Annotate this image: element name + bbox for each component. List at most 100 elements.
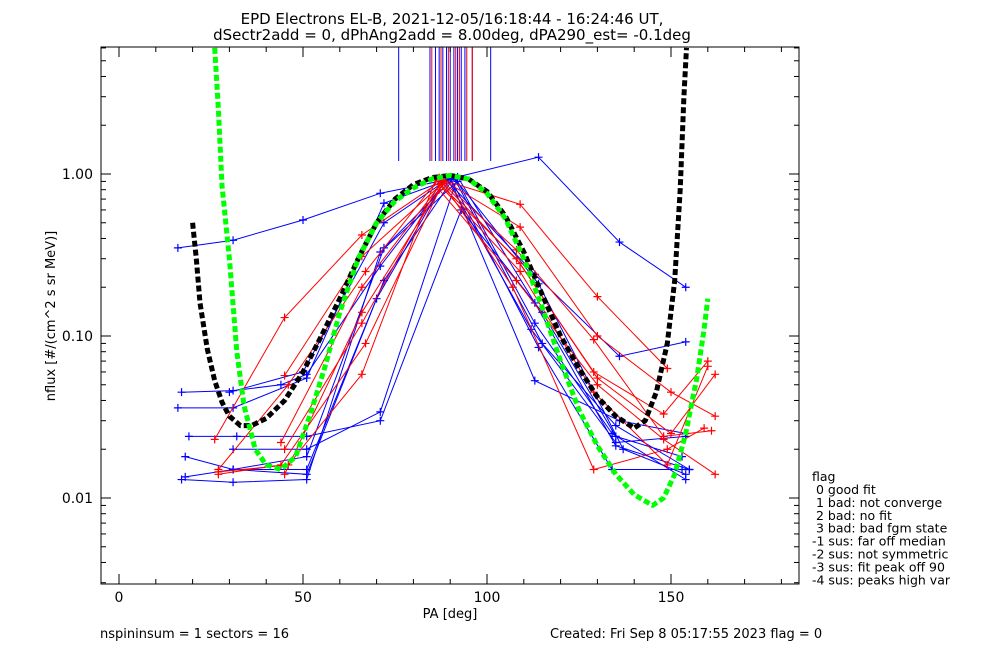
data-point	[512, 276, 521, 285]
footer-right: Created: Fri Sep 8 05:17:55 2023 flag = …	[550, 627, 822, 642]
data-point	[276, 380, 285, 389]
data-point	[611, 438, 620, 447]
data-point	[593, 292, 602, 301]
data-point	[593, 374, 602, 383]
data-point	[376, 407, 385, 416]
chart-subtitle: dSectr2add = 0, dPhAng2add = 8.00deg, dP…	[213, 26, 691, 45]
data-point	[711, 370, 720, 379]
data-point	[681, 283, 690, 292]
x-axis-label: PA [deg]	[423, 607, 478, 622]
series-line	[188, 208, 683, 458]
data-point	[678, 465, 687, 474]
data-point	[508, 283, 517, 292]
data-point	[173, 403, 182, 412]
data-point	[530, 376, 539, 385]
data-point	[663, 364, 672, 373]
data-point	[615, 352, 624, 361]
y-tick-label: 1.00	[62, 167, 93, 183]
data-point	[593, 332, 602, 340]
data-point	[229, 478, 238, 487]
pa-markers	[398, 47, 492, 161]
data-point	[280, 313, 289, 322]
data-point	[516, 200, 525, 209]
chart-title: EPD Electrons EL-B, 2021-12-05/16:18:44 …	[241, 10, 664, 28]
data-point	[589, 335, 598, 344]
legend-entry: 0 good fit	[812, 482, 876, 497]
y-tick-label: 0.10	[62, 329, 93, 345]
data-point	[357, 370, 366, 379]
fit-curve	[212, 47, 711, 508]
footer-left: nspininsum = 1 sectors = 16	[100, 627, 289, 642]
x-axis: 0 50 100 150	[115, 47, 782, 606]
legend-entry: -2 sus: not symmetric	[812, 547, 948, 562]
data-point	[512, 254, 521, 263]
data-point	[361, 339, 370, 348]
data-point	[534, 153, 543, 162]
data-point	[280, 470, 289, 479]
y-axis-label: nflux [#/(cm^2 s sr MeV)]	[44, 231, 59, 401]
data-point	[530, 319, 539, 328]
data-point	[232, 432, 241, 441]
data-point	[280, 371, 289, 380]
data-point	[703, 362, 712, 371]
data-point	[659, 410, 668, 419]
legend-entry: -3 sus: fit peak off 90	[812, 559, 945, 574]
data-point	[357, 283, 366, 292]
legend-entry: -4 sus: peaks high var	[812, 572, 951, 587]
data-point	[302, 374, 311, 383]
data-point	[357, 231, 366, 240]
data-point	[177, 388, 186, 397]
legend: 0 good fit 1 bad: not converge 2 bad: no…	[812, 482, 951, 587]
legend-entry: 2 bad: no fit	[812, 508, 892, 523]
data-point	[711, 412, 720, 421]
data-point	[707, 426, 716, 435]
data-point	[663, 460, 672, 469]
data-point	[379, 199, 388, 208]
data-point	[173, 243, 182, 252]
fit-curves	[190, 47, 711, 508]
data-point	[667, 429, 675, 438]
data-point	[663, 445, 672, 454]
data-point	[361, 267, 370, 276]
data-point	[299, 216, 307, 225]
data-point	[184, 432, 193, 441]
data-point	[302, 452, 311, 461]
data-series	[173, 153, 720, 487]
data-point	[225, 388, 234, 397]
x-tick-label: 50	[294, 590, 312, 606]
data-point	[700, 424, 709, 433]
legend-entry: -1 sus: far off median	[812, 534, 946, 549]
data-point	[593, 380, 602, 389]
data-point	[681, 337, 690, 346]
data-point	[589, 465, 598, 474]
data-point	[516, 223, 525, 232]
data-point	[376, 189, 385, 198]
data-point	[659, 432, 668, 441]
data-point	[284, 380, 293, 389]
data-point	[229, 236, 238, 245]
data-point	[181, 452, 190, 461]
data-point	[516, 267, 525, 276]
x-tick-label: 150	[658, 590, 685, 606]
data-point	[280, 445, 289, 454]
y-tick-label: 0.01	[62, 491, 93, 507]
data-point	[667, 388, 675, 397]
legend-title: flag	[812, 469, 835, 484]
fit-curve	[190, 47, 689, 431]
legend-entry: 1 bad: not converge	[812, 495, 942, 510]
data-point	[357, 319, 366, 328]
data-point	[435, 180, 444, 189]
data-point	[376, 416, 385, 425]
x-tick-label: 0	[115, 590, 124, 606]
data-point	[711, 470, 720, 479]
data-point	[615, 238, 624, 247]
data-point	[181, 472, 190, 481]
data-point	[276, 438, 285, 447]
data-point	[214, 470, 223, 479]
legend-entry: 3 bad: bad fgm state	[812, 521, 948, 536]
data-point	[357, 308, 366, 317]
data-point	[516, 259, 525, 268]
data-point	[681, 475, 690, 484]
series-line	[218, 176, 716, 470]
